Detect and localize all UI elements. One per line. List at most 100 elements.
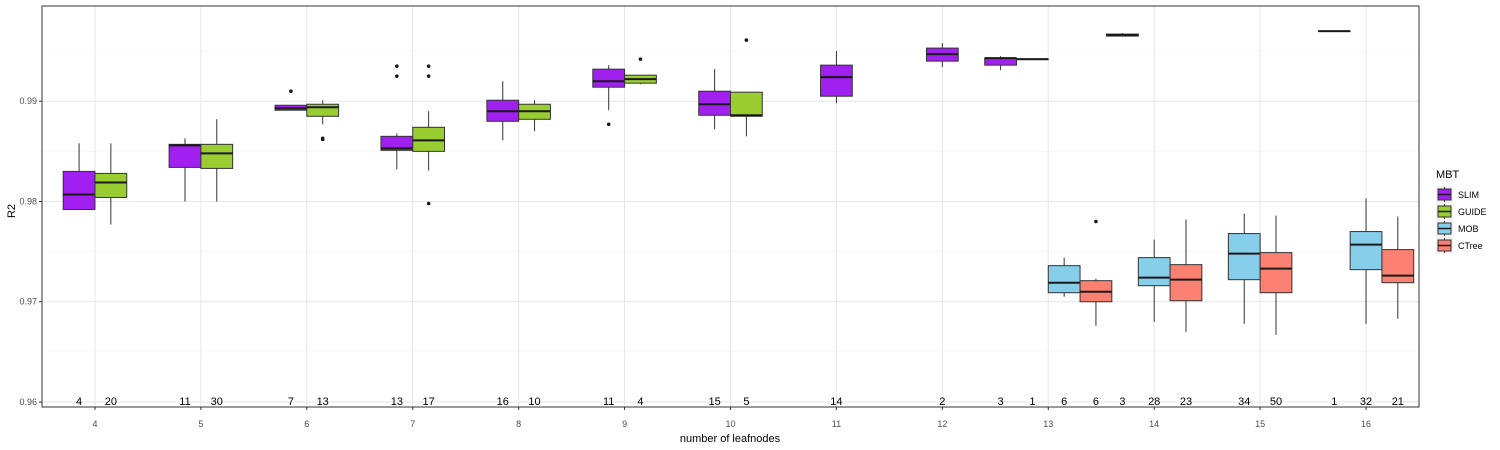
box-guide-5 <box>200 119 234 202</box>
x-tick-label: 9 <box>622 419 627 429</box>
box-body <box>1259 252 1293 294</box>
count-label: 17 <box>422 396 434 408</box>
x-tick-label: 15 <box>1255 419 1265 429</box>
x-tick-label: 4 <box>92 419 97 429</box>
box-outlier <box>395 74 399 78</box>
count-label: 20 <box>105 396 117 408</box>
box-guide-8 <box>518 100 551 132</box>
legend-item-slim: SLIM <box>1436 186 1479 203</box>
box-body <box>1137 257 1171 287</box>
box-outlier <box>744 38 749 42</box>
x-tick-label: 11 <box>832 419 841 429</box>
count-label: 30 <box>211 396 223 408</box>
y-tick-label: 0.98 <box>19 196 37 206</box>
x-tick-label: 7 <box>410 419 415 429</box>
count-labels: 4 20 11 30 7 13 13 17 16 10 11 4 15 5 14 2 3 1 6 6 3 28 23 34 50… <box>76 396 1404 408</box>
box-slim-13 <box>984 56 1017 71</box>
y-tick-label: 0.99 <box>19 96 37 106</box>
box-body <box>306 103 340 117</box>
count-label: 7 <box>288 396 294 408</box>
box-ctree-16 <box>1381 216 1415 319</box>
x-tick-label: 6 <box>304 419 309 429</box>
box-guide-4 <box>94 143 128 225</box>
box-body <box>698 90 732 116</box>
legend-item-guide: GUIDE <box>1436 203 1487 220</box>
legend-label: MOB <box>1458 224 1479 234</box>
box-ctree-14 <box>1169 219 1203 332</box>
count-label: 21 <box>1392 396 1404 408</box>
x-tick-label: 12 <box>937 419 947 429</box>
box-outlier <box>606 122 611 127</box>
box-slim-11 <box>820 51 853 104</box>
count-label: 2 <box>939 396 945 408</box>
y-axis-title: R2 <box>6 204 18 218</box>
box-body <box>592 68 626 88</box>
box-guide-6 <box>306 100 340 142</box>
count-label: 11 <box>179 396 190 408</box>
count-label: 3 <box>1119 396 1125 408</box>
count-label: 3 <box>998 396 1004 408</box>
box-body <box>1381 249 1415 284</box>
count-label: 32 <box>1360 396 1372 408</box>
count-label: 6 <box>1061 396 1067 408</box>
box-slim-9 <box>592 65 626 127</box>
box-outlier <box>395 64 399 68</box>
box-outlier <box>1094 219 1098 224</box>
x-tick-label: 5 <box>198 419 203 429</box>
count-label: 13 <box>391 396 403 408</box>
box-mob-13 <box>1047 257 1081 297</box>
box-body <box>730 91 763 117</box>
box-mob-15 <box>1227 213 1261 324</box>
count-label: 14 <box>830 396 842 408</box>
count-label: 15 <box>708 396 720 408</box>
count-label: 16 <box>497 396 509 408</box>
box-slim-7 <box>380 64 414 170</box>
x-tick-label: 13 <box>1043 419 1053 429</box>
y-tick-label: 0.96 <box>19 397 37 407</box>
box-guide-7 <box>412 64 446 206</box>
box-slim-12 <box>925 43 959 68</box>
count-label: 6 <box>1093 396 1099 408</box>
box-guide-10 <box>730 38 763 137</box>
x-tick-label: 16 <box>1361 419 1371 429</box>
box-body <box>412 126 446 152</box>
box-body <box>94 172 128 198</box>
box-outlier <box>289 89 293 94</box>
legend: MBT SLIM GUIDE MOB CTree <box>1436 169 1487 254</box>
axes: 0.96 0.97 0.98 0.99 4 5 6 7 8 9 10 11 12 13 14 15 16 <box>19 96 1371 429</box>
box-body <box>820 64 853 97</box>
count-label: 50 <box>1270 396 1282 408</box>
count-label: 11 <box>603 396 614 408</box>
box-slim-10 <box>698 69 732 130</box>
legend-item-ctree: CTree <box>1436 237 1483 254</box>
box-outlier <box>426 201 431 206</box>
box-body <box>984 57 1017 66</box>
box-mob-16 <box>1349 198 1383 324</box>
legend-label: CTree <box>1458 241 1483 251</box>
x-axis-title: number of leafnodes <box>680 433 781 445</box>
box-guide-9 <box>624 57 657 85</box>
x-tick-label: 10 <box>725 419 735 429</box>
legend-label: GUIDE <box>1458 207 1487 217</box>
count-label: 4 <box>76 396 82 408</box>
count-label: 4 <box>637 396 643 408</box>
x-tick-label: 14 <box>1149 419 1159 429</box>
legend-title: MBT <box>1436 169 1460 181</box>
box-body <box>1169 264 1203 302</box>
count-label: 10 <box>528 396 540 408</box>
box-guide-13 <box>1015 58 1049 61</box>
y-tick-label: 0.97 <box>19 297 37 307</box>
x-tick-label: 8 <box>516 419 521 429</box>
grid <box>42 6 1419 407</box>
count-label: 34 <box>1238 396 1250 408</box>
box-body <box>1047 265 1081 294</box>
box-body <box>1349 231 1383 271</box>
box-ctree-13 <box>1079 219 1113 326</box>
count-label: 28 <box>1148 396 1160 408</box>
box-slim-14 <box>1106 33 1139 37</box>
box-slim-16 <box>1317 30 1351 33</box>
box-body <box>1227 233 1261 281</box>
count-label: 5 <box>743 396 749 408</box>
